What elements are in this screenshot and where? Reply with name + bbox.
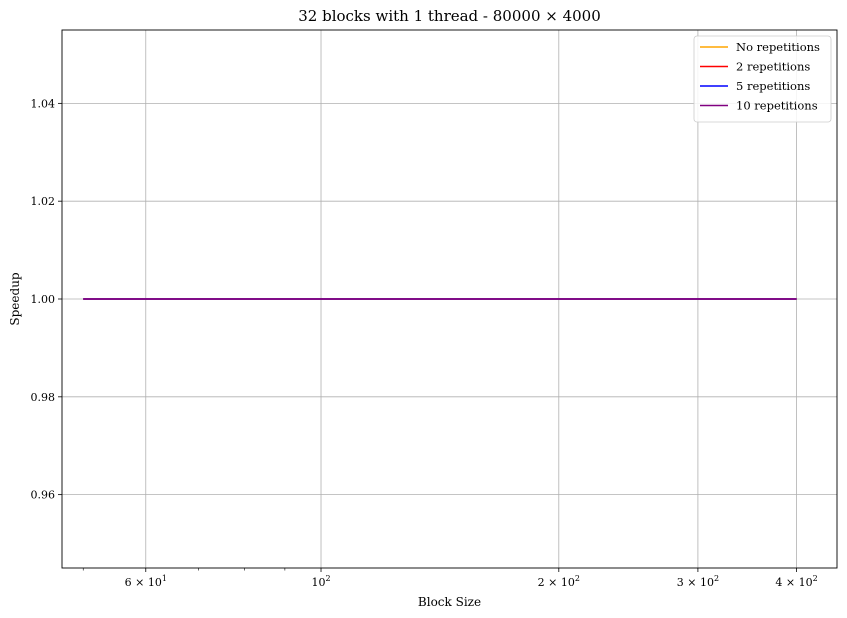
x-tick-label: 2 × 102 (538, 574, 580, 589)
y-tick-label: 1.02 (31, 195, 56, 208)
x-tick-label: 4 × 102 (775, 574, 817, 589)
legend: No repetitions 2 repetitions 5 repetitions… (693, 35, 832, 123)
x-tick-label: 3 × 102 (677, 574, 719, 589)
chart-title: 32 blocks with 1 thread - 80000 × 4000 (298, 7, 601, 25)
y-axis-label: Speedup (8, 272, 22, 326)
x-tick-label: 6 × 101 (125, 574, 167, 589)
y-tick-label: 0.96 (31, 489, 56, 502)
legend-label: 5 repetitions (736, 79, 810, 93)
legend-label: No repetitions (736, 40, 820, 54)
legend-label: 2 repetitions (736, 60, 810, 74)
axis-ticks: 0.96 0.98 1.00 1.02 1.04 6 × 101 102 2 × 102 3 ×… (31, 97, 818, 589)
x-axis-label: Block Size (418, 595, 481, 609)
y-tick-label: 1.04 (31, 97, 56, 110)
legend-label: 10 repetitions (736, 99, 818, 113)
x-tick-label: 102 (311, 574, 330, 589)
y-tick-label: 1.00 (31, 293, 56, 306)
y-tick-label: 0.98 (31, 391, 56, 404)
legend-box (693, 35, 832, 123)
